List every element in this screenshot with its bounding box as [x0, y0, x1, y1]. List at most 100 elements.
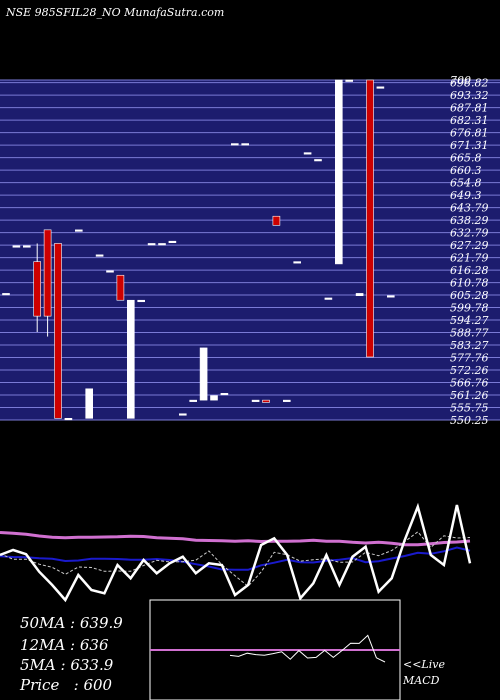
candle-body	[241, 143, 249, 146]
y-tick-label: 621.79	[450, 252, 489, 265]
price-band	[0, 270, 500, 283]
price-band	[0, 157, 500, 171]
y-tick-label: 555.75	[450, 402, 489, 415]
price-band	[0, 320, 500, 333]
candle-body	[75, 229, 83, 232]
y-tick-label: 577.76	[450, 352, 489, 365]
y-tick-label: 561.26	[450, 389, 489, 402]
candle-body	[345, 79, 354, 82]
price-band	[0, 120, 500, 133]
price-band	[0, 345, 500, 358]
candle-body	[376, 86, 385, 89]
y-tick-label: 687.81	[450, 102, 489, 115]
price-band	[0, 382, 500, 396]
candle-body	[85, 388, 93, 419]
ma5-value: 5MA : 633.9	[20, 656, 114, 674]
candle-body	[303, 152, 312, 155]
y-tick-label: 700	[450, 74, 471, 87]
price-band	[0, 257, 500, 271]
price-band	[0, 195, 500, 208]
y-axis-ticks: 700698.82693.32687.81682.31676.81671.316…	[450, 74, 489, 427]
candle-body	[2, 293, 10, 296]
price-band	[0, 395, 500, 408]
y-tick-label: 594.27	[450, 314, 489, 327]
y-tick-label: 649.3	[450, 189, 482, 202]
macd-panel	[149, 599, 401, 700]
y-tick-label: 665.8	[450, 152, 482, 165]
price-band	[0, 95, 500, 108]
chart-title: NSE 985SFIL28_NO MunafaSutra.com	[5, 6, 224, 19]
candle-body	[251, 399, 260, 402]
candle-body	[231, 143, 239, 146]
price-value: Price : 600	[20, 676, 113, 694]
price-band	[0, 245, 500, 258]
price-band	[0, 220, 500, 233]
candle-body	[314, 159, 322, 162]
candle-body	[282, 399, 291, 402]
candlesticks	[2, 79, 395, 421]
price-band	[0, 332, 500, 346]
y-tick-label: 550.25	[450, 414, 489, 427]
candle-body	[168, 240, 177, 244]
candle-body	[158, 243, 166, 246]
candle-body	[106, 270, 114, 273]
y-tick-label: 660.3	[450, 164, 482, 177]
price-band	[0, 307, 500, 321]
y-tick-label: 583.27	[450, 339, 489, 352]
candle-body	[179, 413, 187, 416]
candle-body	[137, 299, 145, 303]
y-tick-label: 671.31	[450, 139, 489, 152]
price-band	[0, 145, 500, 158]
candle-body	[334, 79, 343, 265]
y-tick-label: 599.78	[450, 302, 489, 315]
ma-long-line	[0, 531, 471, 547]
y-tick-label: 605.28	[450, 289, 489, 302]
candle-body	[64, 417, 73, 421]
ma-short-line	[0, 531, 471, 587]
price-band	[0, 82, 500, 96]
ma50-value: 50MA : 639.9	[20, 614, 123, 632]
price-band	[0, 170, 500, 183]
price-band	[0, 80, 500, 83]
candle-body	[366, 79, 374, 358]
candle-body	[54, 243, 62, 419]
candle-body	[386, 295, 395, 298]
y-tick-label: 682.31	[450, 114, 489, 127]
y-tick-label: 632.79	[450, 227, 489, 240]
candle-body	[95, 254, 104, 257]
y-tick-label: 698.82	[450, 77, 489, 90]
candle-body	[127, 299, 135, 419]
price-band	[0, 282, 500, 296]
price-band	[0, 207, 500, 221]
candle-body	[262, 399, 270, 403]
candle-body	[324, 297, 333, 300]
y-tick-label: 643.79	[450, 202, 489, 215]
y-tick-label: 638.29	[450, 214, 489, 227]
price-band	[0, 295, 500, 308]
candle-body	[12, 245, 21, 248]
y-tick-label: 616.28	[450, 264, 489, 277]
candle-body	[116, 274, 125, 301]
price-line	[0, 502, 472, 603]
price-band	[0, 370, 500, 383]
y-tick-label: 566.76	[450, 377, 489, 390]
y-tick-label: 610.78	[450, 277, 489, 290]
y-tick-label: 572.26	[450, 364, 489, 377]
macd-live-label: <<Live	[403, 658, 445, 671]
candle-body	[189, 399, 197, 402]
macd-line	[229, 634, 386, 663]
y-tick-label: 654.8	[450, 177, 482, 190]
price-band	[0, 407, 500, 420]
y-tick-label: 627.29	[450, 239, 489, 252]
price-band	[0, 107, 500, 121]
y-tick-label: 588.77	[450, 327, 489, 340]
candle-body	[199, 347, 208, 401]
y-tick-label: 693.32	[450, 89, 489, 102]
price-band	[0, 182, 500, 196]
candle-body	[22, 245, 31, 248]
candle-body	[147, 243, 156, 246]
candle-body	[220, 393, 229, 396]
y-tick-label: 676.81	[450, 127, 489, 140]
price-band	[0, 232, 500, 246]
